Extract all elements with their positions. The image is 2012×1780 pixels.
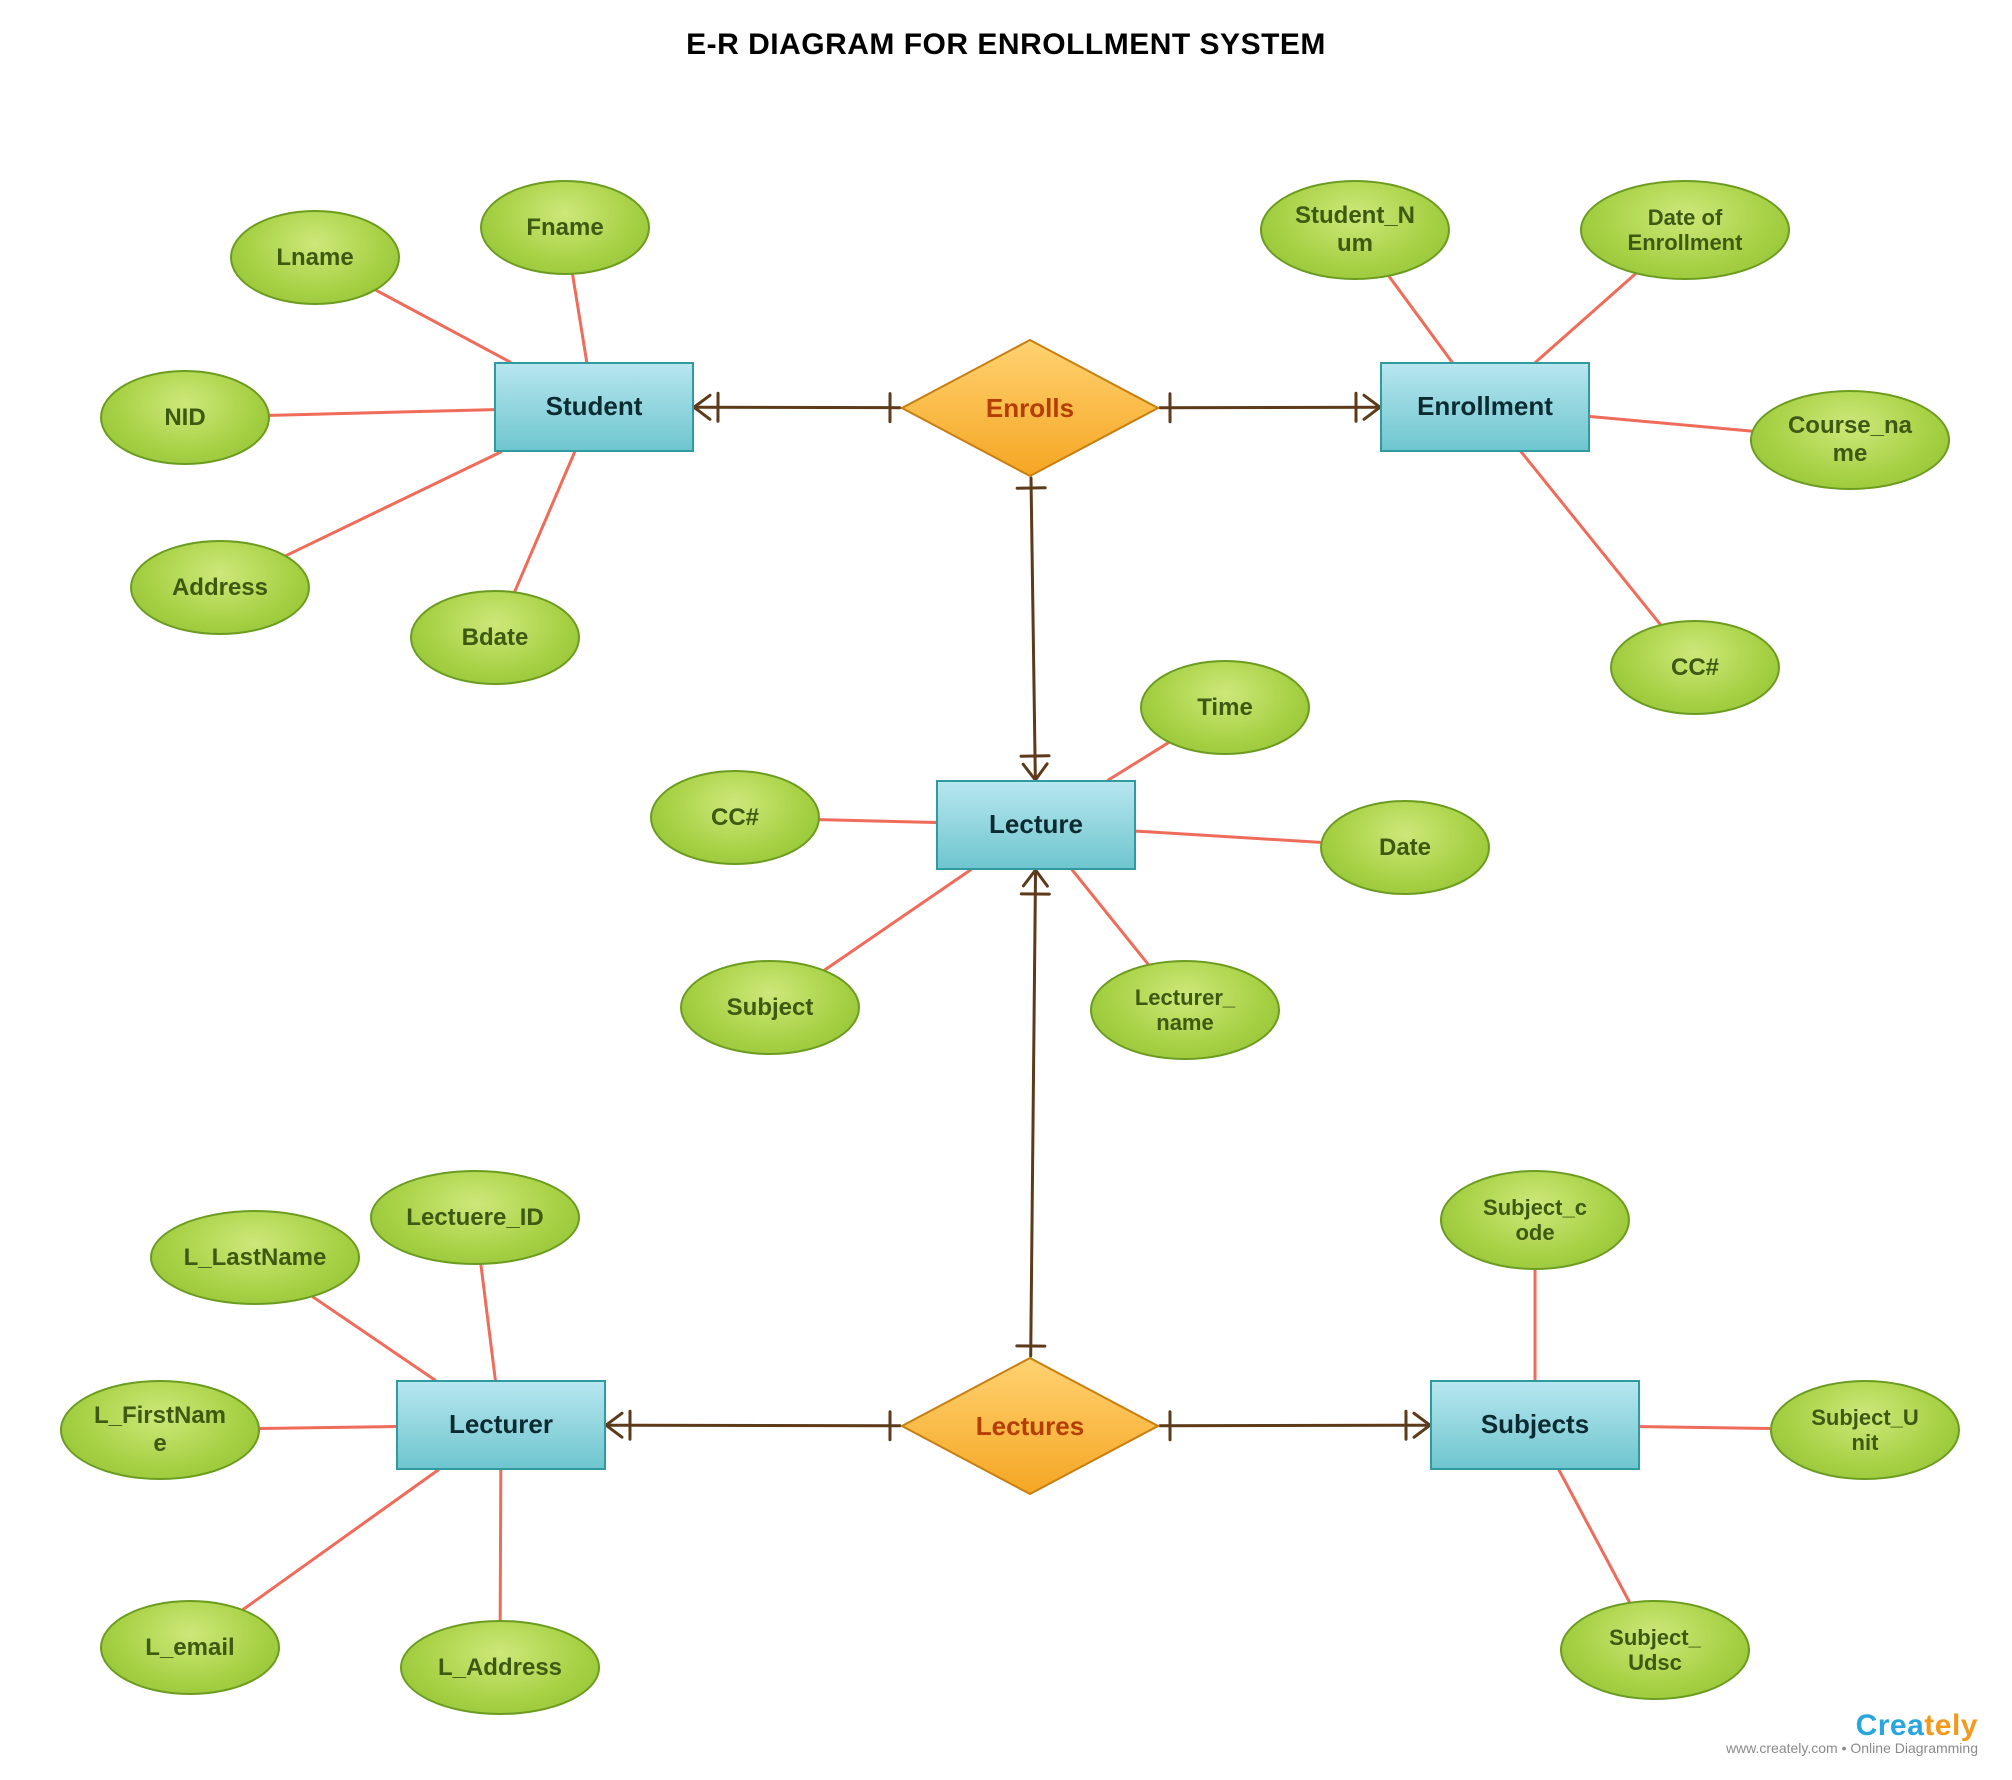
relationship-label-enrolls: Enrolls [900, 338, 1160, 478]
entity-subjects: Subjects [1430, 1380, 1640, 1470]
attr-subject_udsc: Subject_Udsc [1560, 1600, 1750, 1700]
entity-lecture: Lecture [936, 780, 1136, 870]
attr-doe: Date ofEnrollment [1580, 180, 1790, 280]
attr-subject_code: Subject_code [1440, 1170, 1630, 1270]
relationship-enrolls: Enrolls [900, 338, 1160, 478]
diagram-title: E-R DIAGRAM FOR ENROLLMENT SYSTEM [0, 28, 2012, 62]
attr-course_name: Course_name [1750, 390, 1950, 490]
attr-subject_attr: Subject [680, 960, 860, 1055]
attr-address: Address [130, 540, 310, 635]
attr-lectuere_id: Lectuere_ID [370, 1170, 580, 1265]
relationship-label-lectures: Lectures [900, 1356, 1160, 1496]
attr-cc_lecture: CC# [650, 770, 820, 865]
entity-student: Student [494, 362, 694, 452]
attr-l_email: L_email [100, 1600, 280, 1695]
attr-fname: Fname [480, 180, 650, 275]
relationship-lectures: Lectures [900, 1356, 1160, 1496]
brand-watermark: Creately www.creately.com • Online Diagr… [1726, 1710, 1978, 1756]
er-diagram-page: E-R DIAGRAM FOR ENROLLMENT SYSTEM Studen… [0, 0, 2012, 1780]
attr-student_num: Student_Num [1260, 180, 1450, 280]
attr-time: Time [1140, 660, 1310, 755]
attr-l_address: L_Address [400, 1620, 600, 1715]
entity-enrollment: Enrollment [1380, 362, 1590, 452]
attr-nid: NID [100, 370, 270, 465]
attr-cc_enroll: CC# [1610, 620, 1780, 715]
attr-lecturer_name: Lecturer_name [1090, 960, 1280, 1060]
attr-l_firstname: L_FirstName [60, 1380, 260, 1480]
attr-subject_unit: Subject_Unit [1770, 1380, 1960, 1480]
attr-bdate: Bdate [410, 590, 580, 685]
attr-date: Date [1320, 800, 1490, 895]
brand-name: Creately [1726, 1710, 1978, 1742]
brand-sub: www.creately.com • Online Diagramming [1726, 1741, 1978, 1756]
entity-lecturer: Lecturer [396, 1380, 606, 1470]
attr-lname: Lname [230, 210, 400, 305]
attr-l_lastname: L_LastName [150, 1210, 360, 1305]
